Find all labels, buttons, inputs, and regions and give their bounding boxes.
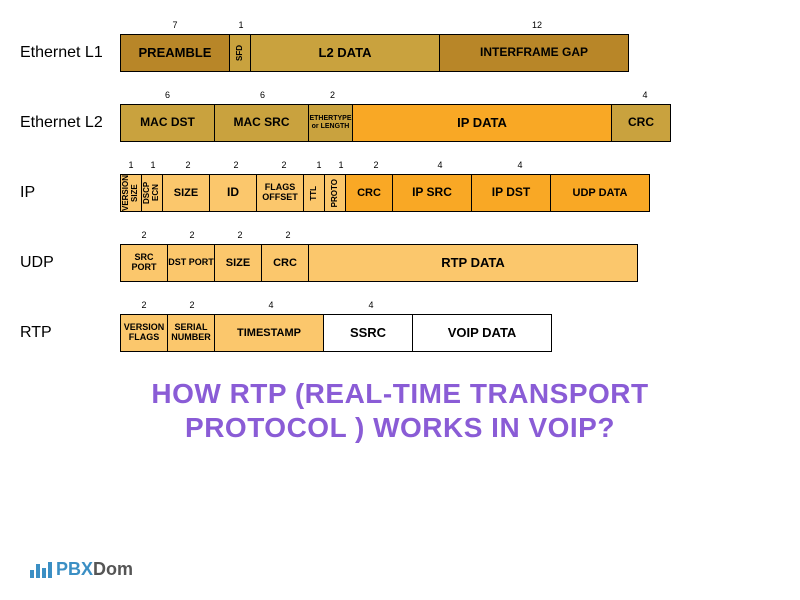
protocol-field: SIZE xyxy=(214,244,262,282)
protocol-field: FLAGS OFFSET xyxy=(256,174,304,212)
byte-count: 7 xyxy=(120,20,230,34)
byte-count: 6 xyxy=(120,90,215,104)
protocol-field: SSRC xyxy=(323,314,413,352)
byte-count xyxy=(252,20,442,34)
byte-count: 2 xyxy=(168,230,216,244)
byte-count: 2 xyxy=(120,230,168,244)
protocol-field: VOIP DATA xyxy=(412,314,552,352)
byte-count: 1 xyxy=(308,160,330,174)
byte-count xyxy=(560,160,660,174)
byte-count: 4 xyxy=(615,90,675,104)
layer-label: IP xyxy=(20,184,120,212)
byte-count xyxy=(312,230,642,244)
protocol-field: MAC SRC xyxy=(214,104,309,142)
byte-count: 1 xyxy=(120,160,142,174)
protocol-field: DST PORT xyxy=(167,244,215,282)
protocol-field: TIMESTAMP xyxy=(214,314,324,352)
byte-count: 1 xyxy=(230,20,252,34)
protocol-field: IP DATA xyxy=(352,104,612,142)
main-title: HOW RTP (REAL-TIME TRANSPORT PROTOCOL ) … xyxy=(0,377,800,444)
protocol-field: UDP DATA xyxy=(550,174,650,212)
layer-row: UDP2222SRC PORTDST PORTSIZECRCRTP DATA xyxy=(20,230,780,282)
protocol-field: L2 DATA xyxy=(250,34,440,72)
layer-label: UDP xyxy=(20,254,120,282)
byte-count: 1 xyxy=(142,160,164,174)
layer-row: Ethernet L171 12 PREAMBLESFDL2 DATAINTERFR… xyxy=(20,20,780,72)
byte-count: 1 xyxy=(330,160,352,174)
logo-pbx: PBX xyxy=(56,559,93,580)
pbxdom-logo: PBXDom xyxy=(30,559,133,580)
byte-count: 2 xyxy=(260,160,308,174)
protocol-field: RTP DATA xyxy=(308,244,638,282)
byte-count: 2 xyxy=(212,160,260,174)
layer-row: RTP2244VERSION FLAGSSERIAL NUMBERTIMESTA… xyxy=(20,300,780,352)
protocol-field: TTL xyxy=(303,174,325,212)
layer-row: Ethernet L26624MAC DSTMAC SRCETHERTYPE o… xyxy=(20,90,780,142)
protocol-field: PROTO xyxy=(324,174,346,212)
layer-label: Ethernet L1 xyxy=(20,44,120,72)
protocol-field: CRC xyxy=(345,174,393,212)
byte-count: 2 xyxy=(352,160,400,174)
byte-count: 4 xyxy=(216,300,326,314)
bars-icon xyxy=(30,562,52,578)
protocol-field: SIZE xyxy=(162,174,210,212)
logo-dom: Dom xyxy=(93,559,133,580)
layer-label: Ethernet L2 xyxy=(20,114,120,142)
byte-count: 2 xyxy=(264,230,312,244)
protocol-field: INTERFRAME GAP xyxy=(439,34,629,72)
layer-label: RTP xyxy=(20,324,120,352)
byte-count: 12 xyxy=(442,20,632,34)
byte-count xyxy=(416,300,556,314)
byte-count: 6 xyxy=(215,90,310,104)
byte-count: 4 xyxy=(326,300,416,314)
byte-count: 2 xyxy=(168,300,216,314)
protocol-field: SFD xyxy=(229,34,251,72)
byte-count: 4 xyxy=(480,160,560,174)
protocol-field: MAC DST xyxy=(120,104,215,142)
protocol-field: ID xyxy=(209,174,257,212)
protocol-field: IP DST xyxy=(471,174,551,212)
byte-count: 4 xyxy=(400,160,480,174)
byte-count: 2 xyxy=(216,230,264,244)
protocol-field: CRC xyxy=(261,244,309,282)
protocol-diagram: Ethernet L17112PREAMBLESFDL2 DATAINTERFR… xyxy=(0,0,800,352)
protocol-field: VERSION SIZE xyxy=(120,174,142,212)
protocol-field: IP SRC xyxy=(392,174,472,212)
byte-count: 2 xyxy=(164,160,212,174)
protocol-field: SRC PORT xyxy=(120,244,168,282)
protocol-field: CRC xyxy=(611,104,671,142)
protocol-field: ETHERTYPE or LENGTH xyxy=(308,104,353,142)
layer-row: IP1122211244VERSION SIZEDSCP ECNSIZEIDFL… xyxy=(20,160,780,212)
protocol-field: SERIAL NUMBER xyxy=(167,314,215,352)
byte-count: 2 xyxy=(120,300,168,314)
byte-count xyxy=(355,90,615,104)
byte-count: 2 xyxy=(310,90,355,104)
protocol-field: PREAMBLE xyxy=(120,34,230,72)
protocol-field: VERSION FLAGS xyxy=(120,314,168,352)
protocol-field: DSCP ECN xyxy=(141,174,163,212)
